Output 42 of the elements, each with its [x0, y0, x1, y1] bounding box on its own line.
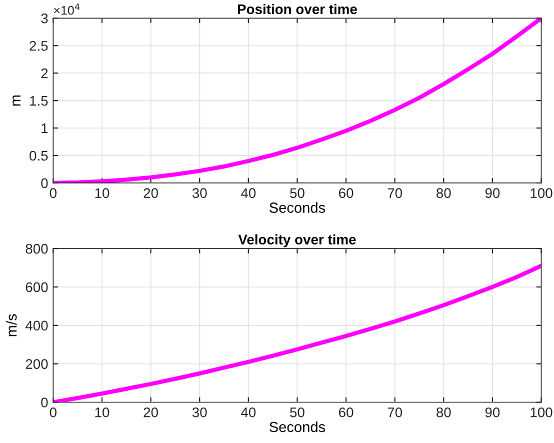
x-tick-label: 10 [95, 188, 110, 198]
y-tick-label: 400 [25, 320, 48, 331]
x-tick-label: 0 [50, 407, 57, 418]
x-tick-label: 50 [290, 407, 304, 418]
x-tick-label: 80 [436, 188, 451, 198]
x-tick-label: 40 [241, 407, 256, 418]
y-tick-label: 0.5 [30, 150, 48, 161]
y-tick-label: 200 [26, 359, 48, 369]
x-tick-label: 60 [339, 407, 354, 418]
x-tick-label: 80 [436, 407, 451, 418]
x-axis-title: Seconds [270, 421, 326, 432]
chart-title: Velocity over time [238, 234, 356, 248]
y-tick-label: 1.5 [30, 96, 48, 106]
x-tick-label: 90 [485, 407, 500, 418]
x-tick-label: 70 [388, 188, 402, 198]
y-tick-label: 0 [41, 178, 48, 188]
line-series [53, 18, 542, 183]
x-tick-label: 60 [339, 188, 354, 198]
y-tick-label: 2 [41, 68, 48, 78]
y-tick-label: 1 [42, 124, 48, 134]
chart-title: Position over time [238, 4, 357, 14]
x-tick-label: 30 [192, 407, 207, 418]
x-tick-label: 50 [290, 188, 304, 198]
x-tick-label: 10 [95, 407, 110, 418]
x-tick-label: 20 [144, 407, 158, 418]
y-tick-label: 600 [26, 282, 48, 292]
y-tick-label: 2.5 [30, 40, 48, 51]
y-tick-label: 3 [41, 13, 48, 24]
x-tick-label: 20 [144, 188, 158, 198]
x-tick-label: 70 [388, 407, 402, 418]
y-axis-title: m [12, 95, 20, 106]
text: ×10$^{4}$ [54, 3, 80, 15]
x-tick-label: 100 [530, 188, 552, 198]
x-tick-label: 30 [192, 188, 207, 198]
x-tick-label: 90 [485, 188, 500, 198]
y-tick-label: 0 [41, 398, 48, 408]
x-tick-label: 100 [530, 407, 552, 418]
y-axis-title: m/s [6, 314, 17, 336]
x-tick-label: 0 [50, 188, 57, 198]
x-axis-title: Seconds [270, 202, 326, 213]
y-tick-label: 800 [26, 244, 48, 254]
x-tick-label: 40 [241, 188, 256, 198]
